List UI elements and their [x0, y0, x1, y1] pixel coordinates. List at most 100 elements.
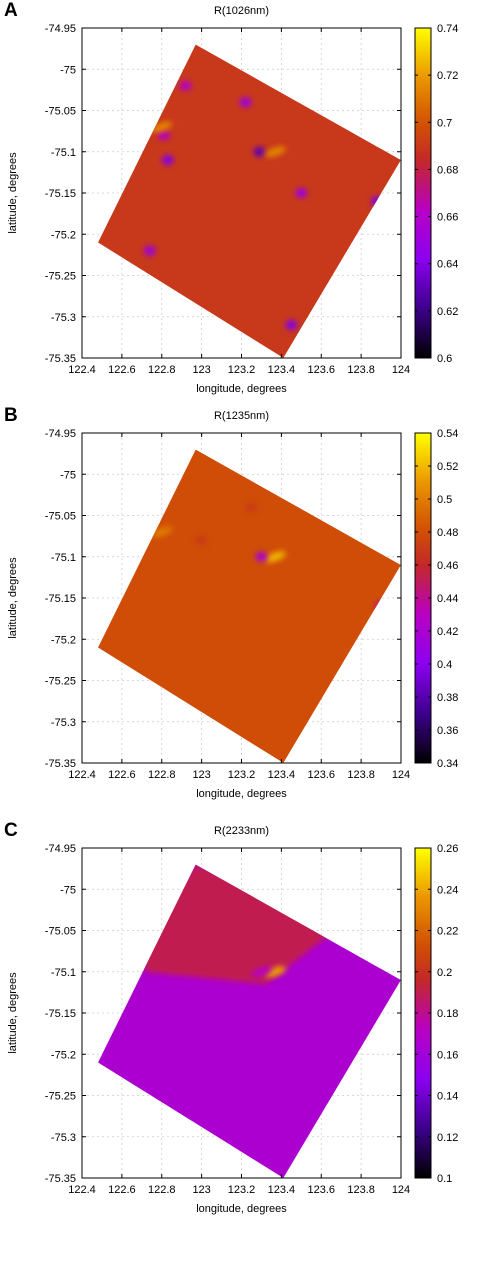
colorbar-tick-label-b-10: 0.34: [437, 758, 458, 770]
x-tick-label-b-2: 122.8: [148, 769, 176, 781]
y-tick-label-b-0: -74.95: [45, 428, 76, 440]
y-tick-label-c-4: -75.15: [45, 1008, 76, 1020]
panel-b: B R(1235nm) 122.4 122.6 122.8 123 123.2 123.4 1…: [0, 405, 477, 823]
colorbar-tick-label-a-6: 0.62: [437, 306, 458, 318]
x-tick-label-c-1: 122.6: [108, 1184, 136, 1196]
x-axis-label-b: longitude, degrees: [196, 788, 287, 800]
swath-upper-region-c: [137, 864, 346, 985]
colorbar-tick-label-c-8: 0.1: [437, 1173, 452, 1185]
colorbar-tick-label-b-4: 0.46: [437, 560, 458, 572]
panel-label-c: C: [4, 820, 18, 841]
y-tick-label-c-1: -75: [60, 884, 76, 896]
x-tick-label-a-7: 123.8: [347, 364, 375, 376]
feature-spot-a-6: [143, 245, 156, 256]
feature-spot-a-3: [253, 146, 266, 157]
y-tick-label-c-3: -75.1: [51, 967, 76, 979]
x-tick-label-c-8: 124: [392, 1184, 410, 1196]
colorbar-tick-label-a-5: 0.64: [437, 259, 458, 271]
feature-spot-a-4: [295, 188, 308, 198]
y-tick-label-a-5: -75.2: [51, 229, 76, 241]
colorbar-tick-label-a-1: 0.72: [437, 70, 458, 82]
feature-spot-a-10: [264, 146, 286, 158]
x-tick-label-b-3: 123: [192, 769, 210, 781]
colorbar-tick-label-c-6: 0.14: [437, 1091, 458, 1103]
colorbar-tick-label-b-0: 0.54: [437, 428, 458, 440]
feature-spot-a-1: [157, 130, 170, 141]
y-tick-label-b-1: -75: [60, 469, 76, 481]
colorbar-tick-label-b-8: 0.38: [437, 692, 458, 704]
x-tick-label-c-2: 122.8: [148, 1184, 176, 1196]
colorbar-a: [414, 27, 432, 359]
panel-a: A R(1026nm) 122.4 122.6 122.8 123 123.2 123.4 1…: [0, 0, 477, 418]
panel-c: C R(2233nm) 122.4 122.6 122.8 123 123.2 123.4 1…: [0, 820, 477, 1258]
feature-spot-c-1: [251, 966, 272, 978]
feature-spot-a-9: [151, 121, 173, 133]
feature-spot-b-2: [151, 526, 173, 538]
x-tick-label-a-0: 122.4: [68, 364, 96, 376]
chart-title-c: R(2233nm): [214, 825, 269, 837]
heatmap-chart-a: R(1026nm) 122.4 122.6 122.8 123 123.2 123.4 123…: [7, 5, 458, 395]
x-tick-label-b-7: 123.8: [347, 769, 375, 781]
x-tick-label-b-6: 123.6: [307, 769, 335, 781]
x-tick-label-b-5: 123.4: [268, 769, 296, 781]
swath-a: [97, 44, 401, 358]
x-tick-label-a-1: 122.6: [108, 364, 136, 376]
y-tick-label-c-8: -75.35: [45, 1173, 76, 1185]
feature-spot-c-0: [264, 966, 286, 978]
x-tick-label-c-5: 123.4: [268, 1184, 296, 1196]
feature-spot-b-0: [264, 551, 286, 563]
x-tick-label-a-4: 123.2: [228, 364, 256, 376]
colorbar-tick-label-c-3: 0.2: [437, 967, 452, 979]
swath-c: [97, 864, 401, 1178]
y-tick-label-b-5: -75.2: [51, 634, 76, 646]
y-axis-label-a: latitude, degrees: [7, 152, 19, 234]
y-tick-label-c-5: -75.2: [51, 1049, 76, 1061]
y-tick-label-a-0: -74.95: [45, 23, 76, 35]
y-tick-label-a-7: -75.3: [51, 312, 76, 324]
heatmap-chart-b: R(1235nm) 122.4 122.6 122.8 123 123.2 123.4 123…: [7, 410, 458, 800]
y-tick-label-a-1: -75: [60, 64, 76, 76]
y-axis-label-c: latitude, degrees: [7, 972, 19, 1054]
x-tick-label-a-5: 123.4: [268, 364, 296, 376]
colorbar-tick-label-a-7: 0.6: [437, 353, 452, 365]
x-tick-label-a-3: 123: [192, 364, 210, 376]
chart-title-b: R(1235nm): [214, 410, 269, 422]
feature-spot-b-4: [195, 535, 208, 546]
y-tick-label-a-6: -75.25: [45, 271, 76, 283]
y-tick-label-c-6: -75.25: [45, 1091, 76, 1103]
feature-spot-a-0: [161, 155, 174, 165]
colorbar-tick-label-b-7: 0.4: [437, 659, 452, 671]
colorbar-tick-label-c-4: 0.18: [437, 1008, 458, 1020]
y-tick-label-b-4: -75.15: [45, 593, 76, 605]
x-axis-label-c: longitude, degrees: [196, 1203, 287, 1215]
x-tick-label-a-6: 123.6: [307, 364, 335, 376]
x-tick-label-b-4: 123.2: [228, 769, 256, 781]
swath-base-b: [97, 449, 401, 763]
y-tick-label-c-0: -74.95: [45, 843, 76, 855]
x-tick-label-b-0: 122.4: [68, 769, 96, 781]
heatmap-chart-c: R(2233nm) 122.4 122.6 122.8 123 123.2 123.4 123…: [7, 825, 458, 1215]
colorbar-tick-label-a-2: 0.7: [437, 117, 452, 129]
x-tick-label-a-8: 124: [392, 364, 410, 376]
x-tick-label-c-7: 123.8: [347, 1184, 375, 1196]
y-tick-label-a-8: -75.35: [45, 353, 76, 365]
feature-spot-a-7: [179, 80, 192, 91]
colorbar-tick-label-b-6: 0.42: [437, 626, 458, 638]
colorbar-tick-label-b-5: 0.44: [437, 593, 458, 605]
x-tick-label-c-6: 123.6: [307, 1184, 335, 1196]
feature-spot-b-3: [375, 601, 388, 612]
colorbar-tick-label-c-0: 0.26: [437, 843, 458, 855]
colorbar-tick-label-a-3: 0.68: [437, 164, 458, 176]
y-tick-label-b-7: -75.3: [51, 717, 76, 729]
colorbar-tick-label-a-4: 0.66: [437, 212, 458, 224]
y-tick-label-b-8: -75.35: [45, 758, 76, 770]
colorbar-tick-label-c-7: 0.12: [437, 1132, 458, 1144]
swath-base-a: [97, 44, 401, 358]
colorbar-tick-label-c-2: 0.22: [437, 926, 458, 938]
x-tick-label-b-8: 124: [392, 769, 410, 781]
colorbar-tick-label-c-1: 0.24: [437, 884, 458, 896]
panel-label-b: B: [4, 405, 18, 426]
colorbar-tick-label-a-0: 0.74: [437, 23, 458, 35]
colorbar-tick-label-c-5: 0.16: [437, 1049, 458, 1061]
y-tick-label-b-6: -75.25: [45, 676, 76, 688]
